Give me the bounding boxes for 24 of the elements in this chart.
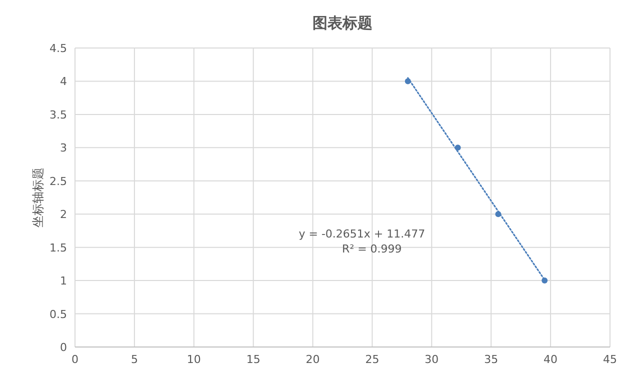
x-tick-label: 40 [544, 353, 558, 366]
y-axis-title: 坐标轴标题 [31, 168, 45, 228]
annotation: y = -0.2651x + 11.477 [298, 227, 426, 240]
x-tick-label: 10 [186, 353, 201, 366]
y-tick-label: 3.5 [50, 108, 67, 122]
x-tick-label: 25 [365, 353, 380, 366]
x-tick-label: 20 [306, 353, 320, 366]
y-tick-label: 4 [60, 75, 67, 88]
y-tick-label: 4.5 [50, 42, 67, 55]
annotation: R² = 0.999 [342, 242, 402, 256]
y-tick-label: 2 [60, 208, 67, 222]
y-tick-label: 1 [60, 274, 67, 288]
chart-title: 图表标题 [312, 14, 372, 32]
x-tick-label: 30 [424, 353, 439, 366]
x-tick-label: 35 [484, 353, 498, 366]
y-tick-label: 1.5 [50, 241, 67, 254]
x-tick-label: 45 [603, 353, 617, 366]
x-tick-label: 0 [72, 353, 78, 366]
x-tick-label: 15 [246, 353, 260, 366]
y-tick-label: 0 [60, 341, 67, 354]
y-tick-label: 0.5 [50, 308, 67, 321]
y-tick-label: 3 [60, 142, 67, 155]
y-tick-label: 2.5 [50, 174, 67, 188]
x-tick-label: 5 [130, 353, 138, 366]
